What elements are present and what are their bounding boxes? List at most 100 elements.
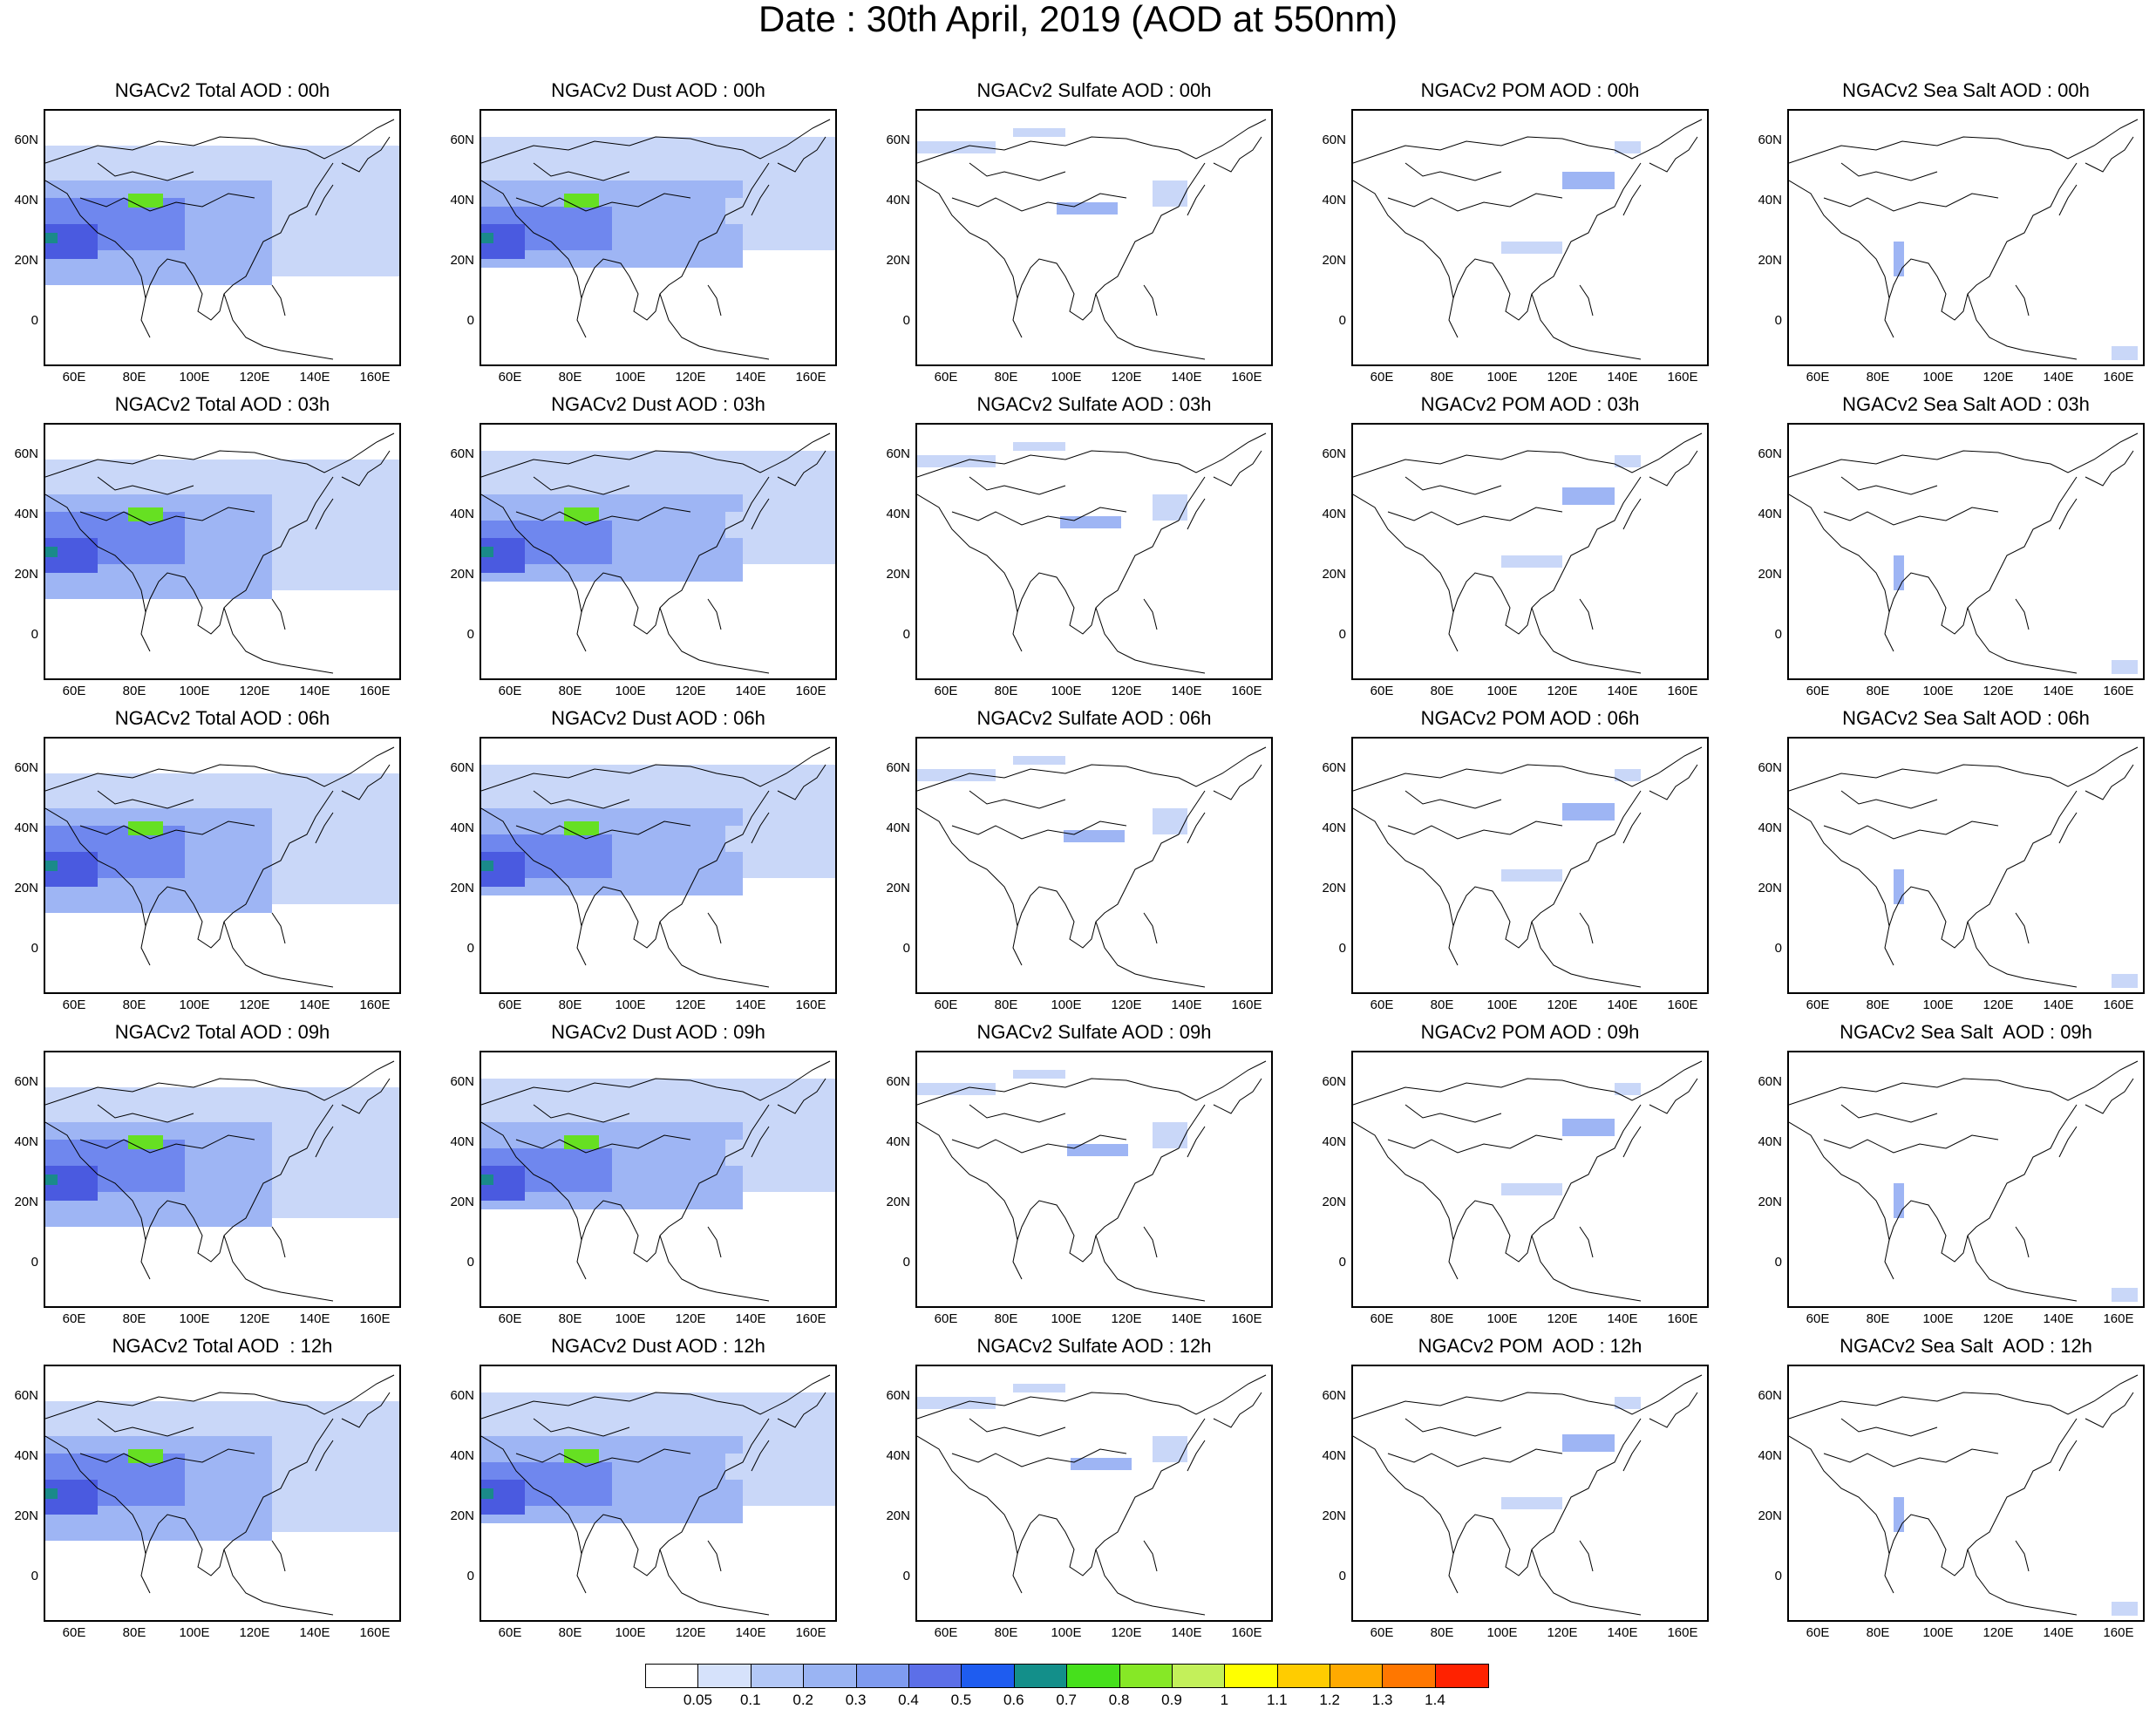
coastline — [1622, 184, 1642, 216]
lat-tick-label: 20N — [1322, 1508, 1346, 1523]
lon-tick-label: 80E — [558, 997, 582, 1012]
coastline — [1404, 1418, 1502, 1437]
lat-tick-label: 0 — [1774, 941, 1782, 956]
lat-tick-label: 40N — [14, 507, 38, 521]
coastline — [223, 921, 334, 988]
lon-tick-label: 60E — [62, 997, 86, 1012]
lat-tick-label: 60N — [450, 1388, 474, 1403]
lat-tick-label: 60N — [886, 133, 910, 147]
lat-tick-label: 20N — [886, 1508, 910, 1523]
colorbar-label: 0.3 — [845, 1692, 867, 1708]
colorbar-label: 0.7 — [1056, 1692, 1077, 1708]
lat-tick-label: 20N — [886, 881, 910, 895]
lat-tick-label: 0 — [902, 941, 910, 956]
coastline — [79, 820, 255, 840]
lon-tick-label: 120E — [675, 1625, 706, 1640]
lon-tick-label: 140E — [2043, 684, 2074, 698]
coastline — [917, 1104, 1206, 1263]
colorbar-label: 0.2 — [792, 1692, 813, 1708]
lon-tick-label: 120E — [1547, 684, 1578, 698]
coastline — [777, 136, 826, 173]
map-panel-sulfate-0 — [915, 109, 1273, 366]
coastline — [1095, 293, 1206, 360]
map-panel-seasalt-4 — [1787, 1365, 2145, 1622]
map-panel-total-4 — [44, 1365, 401, 1622]
lat-tick-label: 60N — [1322, 133, 1346, 147]
lat-tick-label: 20N — [886, 1195, 910, 1209]
map-panel-pom-0 — [1351, 109, 1709, 366]
coastline — [951, 507, 1127, 526]
lon-tick-label: 160E — [359, 997, 391, 1012]
colorbar-box-0 — [646, 1665, 699, 1687]
coastline — [481, 1104, 770, 1263]
lat-tick-label: 60N — [14, 1074, 38, 1089]
coastline — [1967, 607, 2078, 674]
lon-tick-label: 80E — [1866, 1311, 1890, 1326]
coastline — [1579, 1226, 1594, 1258]
coastline — [481, 1374, 831, 1420]
lat-tick-label: 0 — [1338, 313, 1346, 328]
coastline — [1187, 1126, 1206, 1158]
coastline — [271, 598, 286, 630]
lon-tick-label: 160E — [1667, 370, 1698, 385]
colorbar-box-14 — [1383, 1665, 1436, 1687]
lon-tick-label: 80E — [122, 997, 146, 1012]
coastline — [2085, 1392, 2134, 1428]
map-svg — [481, 1374, 835, 1616]
coastline — [1187, 812, 1206, 844]
map-panel-total-2 — [44, 737, 401, 994]
coastline — [1789, 1060, 2139, 1106]
lon-tick-label: 120E — [1547, 997, 1578, 1012]
lon-tick-label: 100E — [179, 1311, 210, 1326]
coastline — [2015, 598, 2030, 630]
coastline — [97, 1104, 194, 1123]
lat-tick-label: 60N — [1322, 760, 1346, 775]
coastline — [515, 193, 691, 212]
lat-tick-label: 20N — [1758, 567, 1782, 582]
coastline — [79, 193, 255, 212]
coastline — [2015, 1226, 2030, 1258]
lon-tick-label: 160E — [795, 370, 826, 385]
panel-title-seasalt-2: NGACv2 Sea Salt AOD : 06h — [1842, 707, 2090, 729]
coastline — [315, 184, 334, 216]
coastline — [533, 790, 630, 809]
lon-tick-label: 120E — [675, 370, 706, 385]
coastline — [1531, 607, 1642, 674]
colorbar-label: 0.5 — [950, 1692, 972, 1708]
coastline — [481, 746, 831, 792]
lon-tick-label: 80E — [1430, 370, 1454, 385]
lat-tick-label: 0 — [1774, 1255, 1782, 1270]
coastline — [2015, 912, 2030, 944]
lat-tick-label: 20N — [1322, 1195, 1346, 1209]
coastline — [1404, 476, 1502, 495]
lon-tick-label: 120E — [1547, 1311, 1578, 1326]
coastline — [315, 812, 334, 844]
lat-tick-label: 0 — [466, 627, 474, 642]
lat-tick-label: 40N — [14, 193, 38, 208]
map-panel-sulfate-2 — [915, 737, 1273, 994]
map-panel-dust-3 — [479, 1051, 837, 1308]
lat-tick-label: 20N — [450, 881, 474, 895]
panel-title-total-0: NGACv2 Total AOD : 00h — [114, 79, 330, 101]
lon-tick-label: 120E — [675, 1311, 706, 1326]
lon-tick-label: 60E — [498, 1625, 522, 1640]
map-svg — [45, 1052, 399, 1306]
lat-tick-label: 0 — [31, 313, 38, 328]
coastline — [1213, 764, 1262, 800]
coastline — [1387, 1448, 1563, 1467]
map-svg — [481, 432, 835, 674]
coastline — [1353, 1418, 1642, 1576]
lon-tick-label: 100E — [615, 1625, 646, 1640]
map-panel-pom-1 — [1351, 423, 1709, 680]
colorbar-label: 1.4 — [1425, 1692, 1445, 1708]
colorbar-label: 1.1 — [1266, 1692, 1288, 1708]
lon-tick-label: 100E — [1486, 1311, 1518, 1326]
coastline — [659, 1235, 770, 1302]
panel-title-pom-1: NGACv2 POM AOD : 03h — [1420, 393, 1640, 415]
map-svg — [1789, 1374, 2139, 1616]
lon-tick-label: 80E — [994, 1311, 1018, 1326]
lat-tick-label: 20N — [1758, 1195, 1782, 1209]
coastline — [969, 476, 1066, 495]
lon-tick-label: 140E — [1171, 1311, 1202, 1326]
coastline — [1840, 1418, 1938, 1437]
